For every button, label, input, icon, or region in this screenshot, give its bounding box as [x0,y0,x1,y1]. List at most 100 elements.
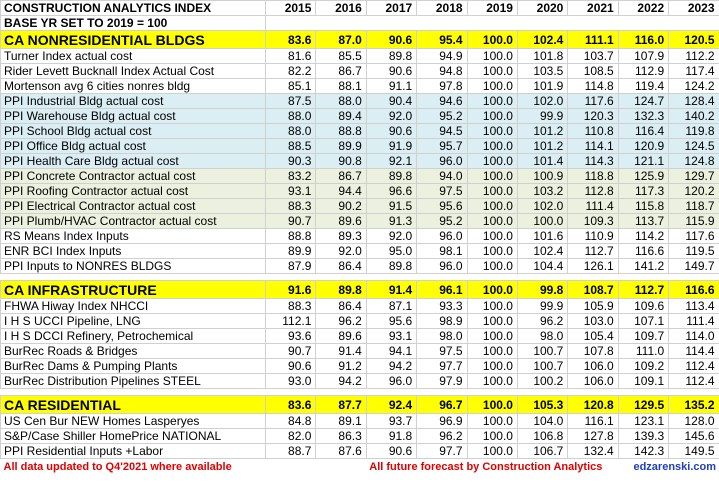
value-cell: 126.1 [567,258,619,274]
value-cell: 88.8 [315,123,367,139]
row-label: PPI Electrical Contractor actual cost [0,198,266,214]
value-cell: 118.7 [668,198,719,214]
value-cell: 90.4 [365,93,418,109]
value-cell: 100.9 [516,168,569,184]
value-cell: 119.8 [668,123,719,139]
value-cell: 94.8 [416,63,468,79]
value-cell: 90.2 [315,198,367,214]
value-cell: 116.1 [567,413,619,429]
value-cell: 118.8 [567,168,619,184]
year-header: 2015 [264,0,317,16]
value-cell: 100.0 [466,298,518,314]
value-cell: 149.5 [668,443,719,459]
value-cell: 89.9 [315,138,367,154]
value-cell: 87.5 [264,93,317,109]
row-label: PPI Roofing Contractor actual cost [0,183,266,199]
value-cell: 124.2 [668,78,719,94]
value-cell: 121.1 [617,153,670,169]
value-cell: 120.5 [668,30,719,49]
value-cell: 100.0 [466,213,518,229]
data-row: PPI Concrete Contractor actual cost 83.2 8… [0,168,719,184]
value-cell: 90.8 [315,153,367,169]
value-cell: 103.7 [567,48,619,64]
value-cell: 82.2 [264,63,317,79]
value-cell: 100.0 [466,373,518,389]
value-cell: 100.0 [466,343,518,359]
value-cell: 87.9 [264,258,317,274]
value-cell: 96.0 [416,228,468,244]
row-label: PPI Inputs to NONRES BLDGS [0,258,266,274]
data-row: PPI Residential Inputs +Labor 88.7 87.6 90.… [0,443,719,459]
value-cell: 109.7 [617,328,670,344]
value-cell: 114.0 [668,328,719,344]
value-cell: 96.2 [516,313,569,329]
value-cell: 103.5 [516,63,569,79]
year-header: 2022 [617,0,670,16]
value-cell: 100.2 [516,373,569,389]
value-cell: 102.0 [516,93,569,109]
value-cell: 92.1 [365,153,418,169]
value-cell: 120.2 [668,183,719,199]
year-header: 2019 [466,0,518,16]
value-cell: 112.4 [668,373,719,389]
value-cell: 97.7 [416,443,468,459]
value-cell: 100.0 [466,93,518,109]
value-cell: 102.4 [516,30,569,49]
row-label: PPI Residential Inputs +Labor [0,443,266,459]
value-cell: 109.1 [617,373,670,389]
value-cell: 91.4 [315,343,367,359]
value-cell: 112.4 [668,358,719,374]
data-row: US Cen Bur NEW Homes Lasperyes 84.8 89.1 93… [0,413,719,429]
data-row: I H S DCCI Refinery, Petrochemical 93.6 89… [0,328,719,344]
footer-link: edzarenski.com [633,461,717,473]
value-cell: 120.8 [567,395,619,414]
value-cell: 94.5 [416,123,468,139]
data-row: PPI Electrical Contractor actual cost 88.… [0,198,719,214]
value-cell: 102.0 [516,198,569,214]
value-cell: 106.7 [516,443,569,459]
subtitle: BASE YR SET TO 2019 = 100 [0,15,266,31]
value-cell: 100.0 [466,30,518,49]
value-cell: 125.9 [617,168,670,184]
value-cell: 100.0 [466,280,518,299]
value-cell: 89.9 [264,243,317,259]
value-cell: 90.6 [365,123,418,139]
value-cell: 128.4 [668,93,719,109]
data-row: PPI Industrial Bldg actual cost 87.5 88.0 9… [0,93,719,109]
value-cell: 93.6 [264,328,317,344]
value-cell: 119.4 [617,78,670,94]
value-cell: 92.0 [365,108,418,124]
value-cell: 89.8 [365,48,418,64]
value-cell: 97.9 [416,373,468,389]
value-cell: 108.7 [567,280,619,299]
value-cell: 111.4 [668,313,719,329]
data-row: FHWA Hiway Index NHCCI 88.3 86.4 87.1 93.3 10… [0,298,719,314]
value-cell: 100.0 [466,108,518,124]
value-cell: 120.3 [567,108,619,124]
row-label: RS Means Index Inputs [0,228,266,244]
value-cell: 100.0 [466,428,518,444]
value-cell: 90.6 [365,63,418,79]
value-cell: 89.4 [315,108,367,124]
value-cell: 113.7 [617,213,670,229]
data-row: BurRec Dams & Pumping Plants 90.6 91.2 94.2… [0,358,719,374]
value-cell: 91.4 [365,280,418,299]
row-label: PPI Concrete Contractor actual cost [0,168,266,184]
row-label: US Cen Bur NEW Homes Lasperyes [0,413,266,429]
value-cell: 97.7 [416,358,468,374]
row-label: FHWA Hiway Index NHCCI [0,298,266,314]
value-cell: 129.7 [668,168,719,184]
value-cell: 90.6 [365,443,418,459]
value-cell: 100.0 [466,153,518,169]
value-cell: 95.6 [365,313,418,329]
value-cell: 93.1 [264,183,317,199]
value-cell: 86.3 [315,428,367,444]
value-cell: 112.1 [264,313,317,329]
value-cell: 95.6 [416,198,468,214]
value-cell: 89.6 [315,213,367,229]
data-row: PPI School Bldg actual cost 88.0 88.8 90.6 9… [0,123,719,139]
value-cell: 100.0 [466,313,518,329]
value-cell: 91.8 [365,428,418,444]
value-cell: 119.5 [668,243,719,259]
value-cell: 98.0 [516,328,569,344]
